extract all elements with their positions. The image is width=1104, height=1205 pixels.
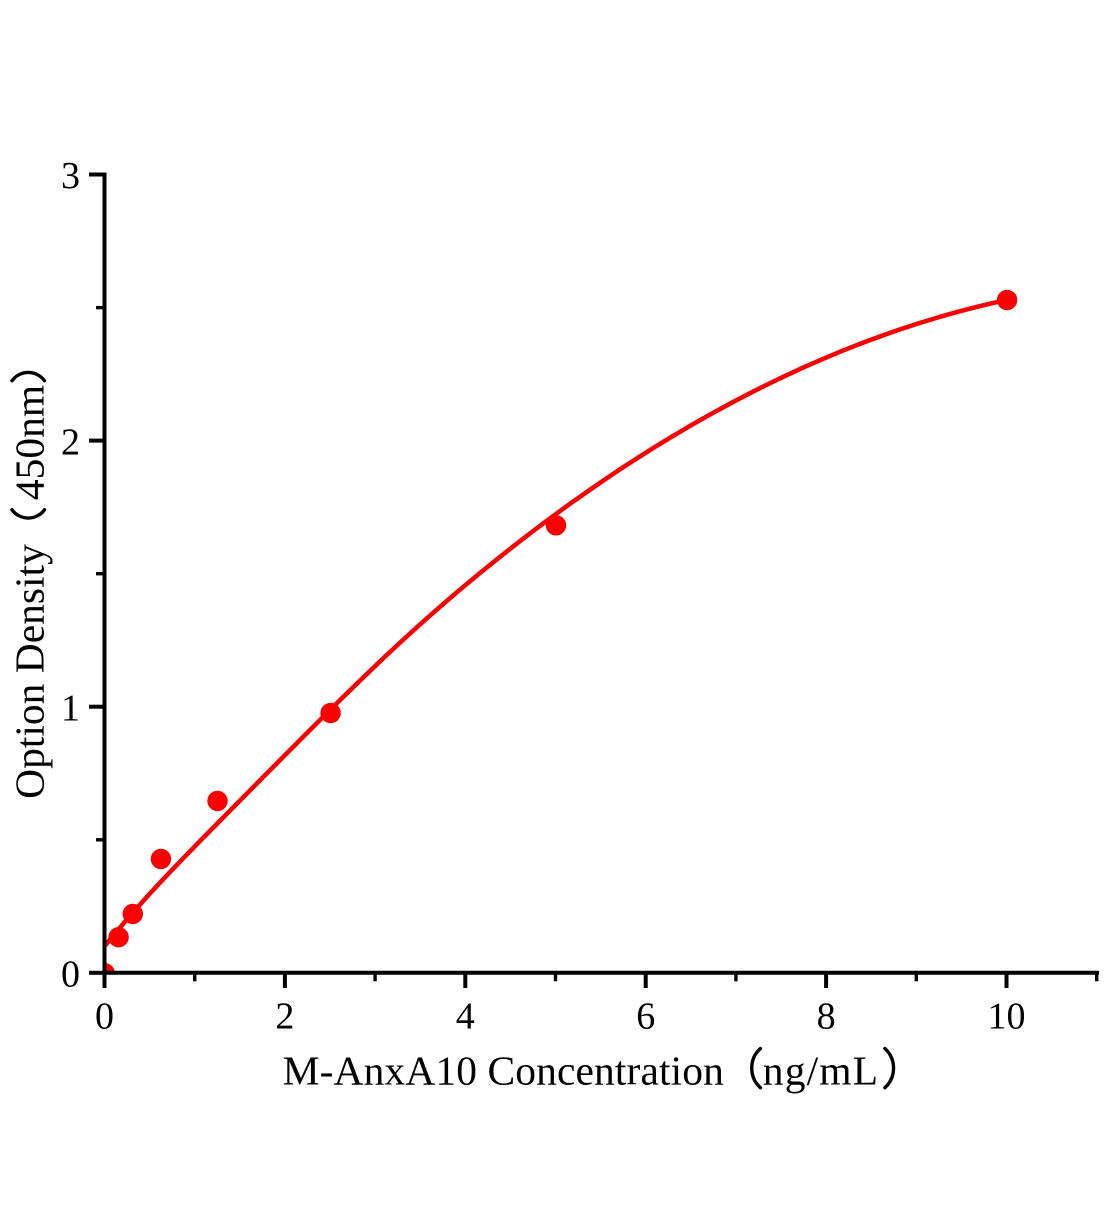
svg-text:0: 0	[95, 996, 114, 1038]
svg-text:8: 8	[817, 996, 836, 1038]
svg-text:2: 2	[61, 421, 80, 463]
svg-text:M-AnxA10 Concentration: M-AnxA10 Concentration	[283, 1048, 724, 1094]
svg-text:2: 2	[275, 996, 294, 1038]
svg-text:4: 4	[456, 996, 475, 1038]
svg-text:3: 3	[61, 155, 80, 197]
svg-text:0: 0	[61, 954, 80, 996]
svg-text:450nm: 450nm	[7, 385, 53, 500]
svg-text:1: 1	[61, 687, 80, 729]
svg-text:ng/mL: ng/mL	[763, 1048, 879, 1094]
svg-text:10: 10	[988, 996, 1026, 1038]
svg-text:Option Density: Option Density	[7, 544, 53, 799]
svg-text:6: 6	[636, 996, 655, 1038]
